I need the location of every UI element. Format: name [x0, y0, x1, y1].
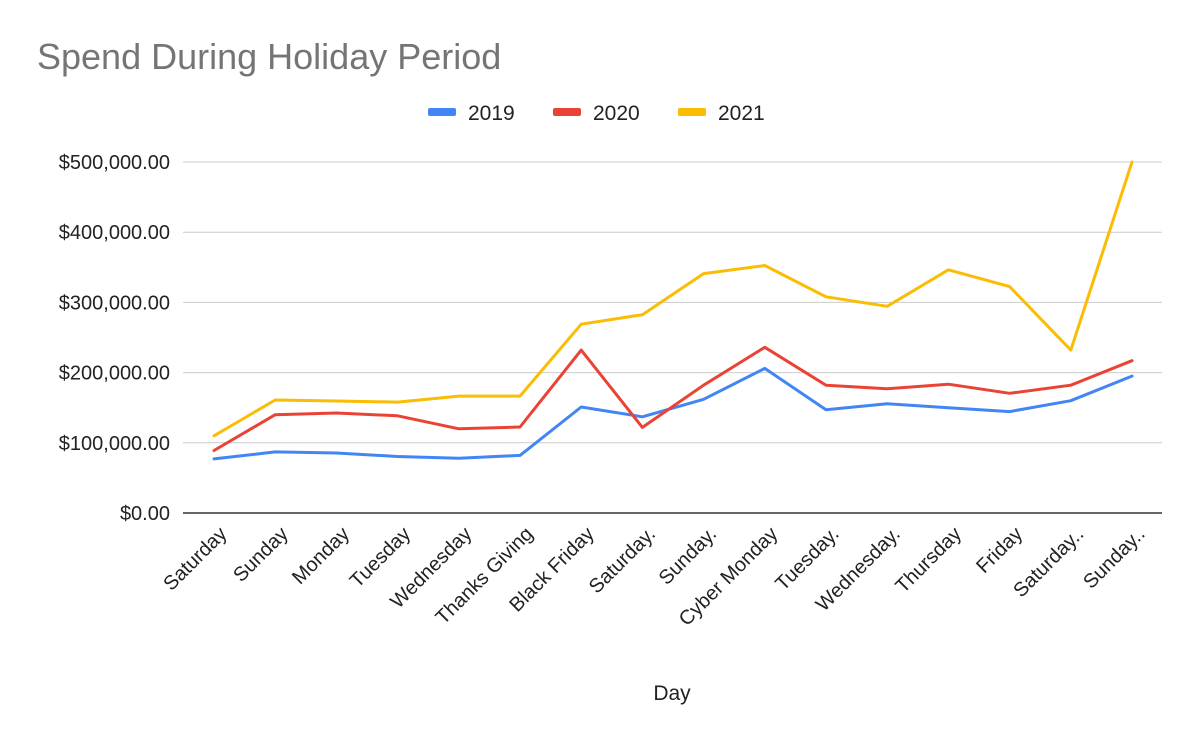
y-tick-label: $200,000.00: [59, 363, 170, 385]
y-tick-label: $400,000.00: [59, 222, 170, 244]
series-line-2020: [212, 345, 1134, 452]
series-line-2021: [212, 160, 1134, 438]
series-lines: [212, 160, 1134, 461]
y-axis-ticks: $0.00 $100,000.00 $200,000.00 $300,000.00 $4…: [59, 152, 170, 525]
y-tick-label: $500,000.00: [59, 152, 170, 174]
x-tick-label: Saturday.: [585, 523, 660, 598]
x-tick-label: Friday: [972, 523, 1027, 578]
y-tick-label: $0.00: [120, 503, 170, 525]
x-tick-label: Thursday: [891, 523, 966, 598]
x-tick-label: Sunday: [229, 523, 293, 587]
legend-swatch-2019: [428, 108, 456, 116]
y-tick-label: $100,000.00: [59, 433, 170, 455]
x-axis-title: Day: [653, 682, 691, 705]
x-tick-label: Monday: [288, 523, 354, 589]
legend: 2019 2020 2021: [428, 102, 765, 125]
gridlines: [183, 161, 1162, 514]
x-tick-label: Saturday: [159, 523, 231, 595]
legend-label-2020: 2020: [593, 102, 640, 125]
chart-title: Spend During Holiday Period: [37, 36, 501, 77]
legend-label-2019: 2019: [468, 102, 515, 125]
x-tick-label: Sunday..: [1079, 523, 1149, 593]
legend-label-2021: 2021: [718, 102, 765, 125]
x-axis-ticks: SaturdaySundayMondayTuesdayWednesdayThan…: [159, 523, 1149, 631]
y-tick-label: $300,000.00: [59, 292, 170, 314]
legend-swatch-2020: [553, 108, 581, 116]
legend-swatch-2021: [678, 108, 706, 116]
